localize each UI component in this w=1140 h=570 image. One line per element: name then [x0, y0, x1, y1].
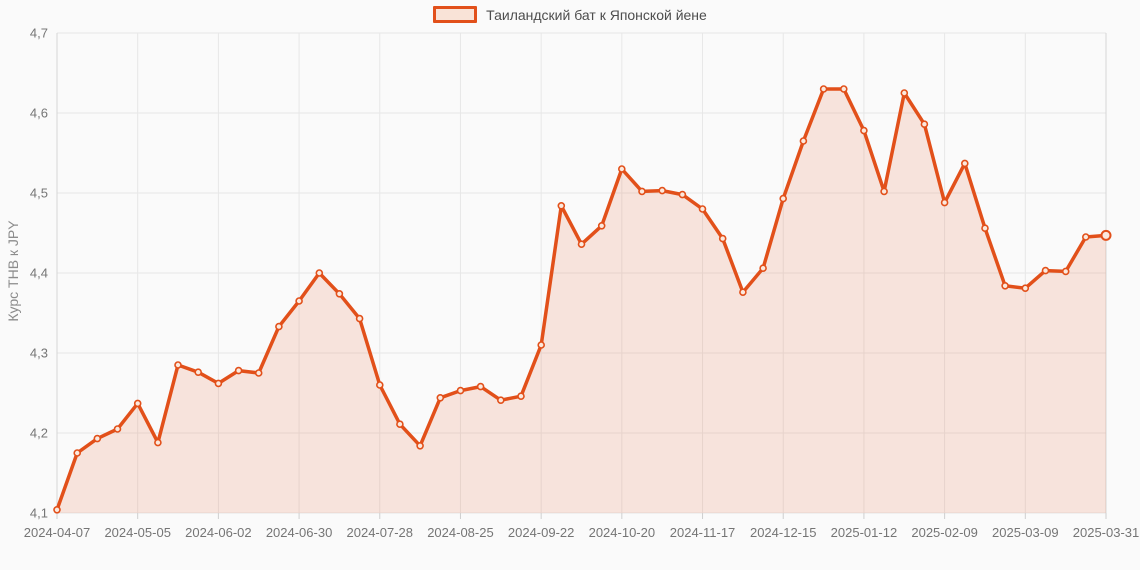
y-axis-title: Курс THB к JPY [5, 220, 21, 322]
data-point-marker[interactable] [476, 382, 485, 391]
data-point-marker[interactable] [93, 434, 102, 443]
data-point-marker[interactable] [960, 159, 969, 168]
data-point-marker[interactable] [537, 341, 546, 349]
x-tick-label: 2024-06-02 [185, 525, 252, 540]
x-tick-label: 2024-08-25 [427, 525, 494, 540]
data-point-marker[interactable] [1061, 267, 1070, 276]
data-point-marker[interactable] [799, 137, 808, 145]
data-point-marker[interactable] [275, 322, 283, 331]
y-tick-label: 4,2 [30, 426, 48, 441]
legend[interactable]: Таиландский бат к Японской йене [0, 6, 1140, 23]
data-point-marker[interactable] [638, 187, 646, 196]
data-point-marker[interactable] [154, 438, 162, 447]
data-point-marker[interactable] [617, 165, 626, 173]
data-point-marker[interactable] [900, 89, 909, 97]
data-point-marker[interactable] [779, 194, 788, 203]
x-tick-label: 2024-07-28 [347, 525, 414, 540]
data-point-marker[interactable] [920, 120, 929, 128]
data-point-marker[interactable] [496, 396, 505, 405]
x-tick-label: 2025-01-12 [831, 525, 898, 540]
data-point-marker[interactable] [113, 425, 122, 433]
data-point-marker[interactable] [557, 202, 566, 210]
data-point-marker[interactable] [53, 505, 61, 514]
data-point-marker[interactable] [174, 361, 182, 369]
data-point-marker[interactable] [759, 264, 767, 273]
data-point-marker[interactable] [1041, 266, 1050, 275]
data-point-marker[interactable] [981, 224, 989, 232]
legend-swatch-icon [433, 6, 478, 23]
data-point-marker[interactable] [819, 85, 828, 93]
data-point-marker[interactable] [214, 379, 223, 388]
x-tick-label: 2024-05-05 [104, 525, 171, 540]
data-point-marker[interactable] [718, 234, 727, 243]
x-tick-label: 2024-12-15 [750, 525, 817, 540]
x-tick-label: 2024-06-30 [266, 525, 333, 540]
data-point-marker[interactable] [396, 420, 404, 429]
data-point-marker[interactable] [375, 381, 384, 389]
data-point-marker[interactable] [234, 366, 243, 375]
data-point-marker[interactable] [456, 386, 465, 395]
y-tick-label: 4,6 [30, 106, 48, 121]
y-tick-label: 4,4 [30, 266, 48, 281]
legend-label: Таиландский бат к Японской йене [486, 6, 707, 23]
y-tick-label: 4,7 [30, 26, 48, 41]
data-point-marker[interactable] [335, 289, 344, 298]
data-point-marker[interactable] [133, 399, 142, 408]
x-tick-label: 2024-04-07 [24, 525, 91, 540]
x-tick-label: 2025-02-09 [911, 525, 978, 540]
data-point-marker[interactable] [1001, 281, 1009, 290]
data-point-marker[interactable] [597, 222, 606, 230]
x-tick-label: 2024-11-17 [670, 525, 736, 540]
data-point-marker[interactable] [295, 297, 303, 305]
y-tick-label: 4,1 [30, 506, 48, 521]
data-point-marker[interactable] [254, 369, 263, 377]
y-tick-label: 4,3 [30, 346, 48, 361]
data-point-marker[interactable] [1100, 229, 1112, 241]
data-point-marker[interactable] [416, 441, 424, 450]
x-tick-label: 2024-09-22 [508, 525, 575, 540]
data-point-marker[interactable] [739, 288, 747, 297]
data-point-marker[interactable] [880, 187, 888, 196]
data-point-marker[interactable] [355, 314, 364, 323]
x-tick-label: 2025-03-31 [1073, 525, 1140, 540]
data-point-marker[interactable] [860, 126, 868, 135]
data-point-marker[interactable] [658, 186, 667, 195]
data-point-marker[interactable] [577, 240, 586, 248]
x-tick-label: 2025-03-09 [992, 525, 1059, 540]
data-point-marker[interactable] [315, 269, 324, 277]
data-point-marker[interactable] [517, 392, 525, 401]
data-point-marker[interactable] [678, 190, 687, 199]
series-area [57, 89, 1106, 513]
data-point-marker[interactable] [73, 449, 81, 457]
y-tick-label: 4,5 [30, 186, 48, 201]
data-point-marker[interactable] [194, 368, 202, 377]
data-point-marker[interactable] [940, 198, 949, 207]
data-point-marker[interactable] [698, 205, 707, 213]
data-point-marker[interactable] [1021, 284, 1030, 293]
x-tick-label: 2024-10-20 [589, 525, 656, 540]
data-point-marker[interactable] [436, 393, 445, 402]
data-point-marker[interactable] [1082, 233, 1090, 241]
data-point-marker[interactable] [839, 85, 848, 93]
